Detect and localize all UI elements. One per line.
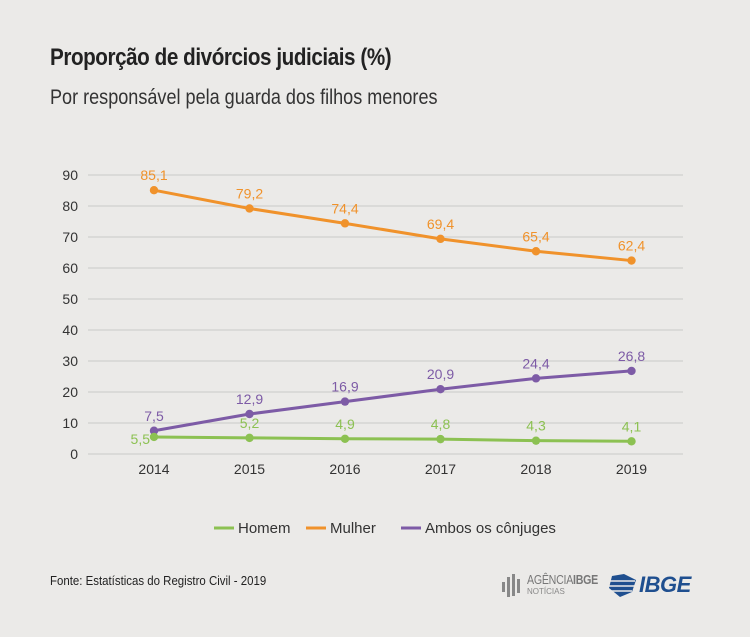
point-mulher-2015 [245, 204, 254, 213]
x-tick-2018: 2018 [520, 461, 551, 477]
point-ambos-os-conjuges-2015 [245, 409, 254, 419]
data-label-homem-2016: 4,9 [335, 416, 355, 432]
data-label-mulher-2014: 85,1 [140, 167, 167, 183]
x-tick-2019: 2019 [616, 461, 647, 477]
agencia-icon [502, 574, 520, 597]
point-ambos-os-conjuges-2018 [531, 374, 541, 383]
y-tick-60: 60 [62, 260, 78, 276]
point-mulher-2014 [149, 185, 159, 195]
series-line-ambos-os-conjuges [153, 369, 632, 433]
data-labels: 5,5 5,2 4,9 4,8 4,3 4,1 85,1 79,2 74,4 69,4 65,4 62… [131, 167, 646, 447]
series-group [149, 185, 636, 446]
legend: Homem Mulher Ambos os cônjuges [214, 520, 556, 537]
legend-label-homem: Homem [238, 520, 291, 537]
x-tick-2014: 2014 [138, 461, 169, 477]
ibge-logo: IBGE [606, 572, 701, 598]
point-mulher-2019 [627, 256, 636, 265]
data-label-ambos-os-conjuges-2016: 16,9 [331, 379, 358, 395]
series-line-homem [153, 435, 632, 443]
ibge-map-icon [608, 574, 636, 597]
point-homem-2017 [436, 434, 445, 444]
data-label-mulher-2015: 79,2 [236, 185, 263, 201]
y-tick-70: 70 [62, 229, 78, 245]
x-axis: 2014 2015 2016 2017 2018 2019 [138, 461, 647, 477]
y-tick-40: 40 [62, 322, 78, 338]
point-homem-2014 [149, 432, 159, 442]
data-label-ambos-os-conjuges-2018: 24,4 [522, 355, 549, 371]
data-label-ambos-os-conjuges-2015: 12,9 [236, 391, 263, 407]
y-tick-90: 90 [62, 167, 78, 183]
x-tick-2015: 2015 [234, 461, 265, 477]
data-label-ambos-os-conjuges-2019: 26,8 [618, 348, 645, 364]
chart-title: Proporção de divórcios judiciais (%) [50, 44, 392, 71]
agencia-prefix: AGÊNCIA [527, 573, 574, 587]
y-tick-30: 30 [62, 353, 78, 369]
data-label-homem-2019: 4,1 [622, 418, 642, 434]
point-homem-2018 [531, 436, 541, 445]
grid-lines [88, 174, 683, 455]
legend-label-ambos-os-conjuges: Ambos os cônjuges [425, 520, 556, 537]
point-ambos-os-conjuges-2017 [436, 385, 445, 394]
data-label-ambos-os-conjuges-2017: 20,9 [427, 366, 454, 382]
series-line-mulher [153, 188, 632, 263]
point-ambos-os-conjuges-2019 [627, 366, 636, 376]
legend-label-mulher: Mulher [330, 520, 376, 537]
point-homem-2019 [627, 437, 636, 446]
data-label-mulher-2016: 74,4 [331, 200, 358, 216]
point-ambos-os-conjuges-2014 [149, 426, 159, 435]
y-tick-50: 50 [62, 291, 78, 307]
source-note: Fonte: Estatísticas do Registro Civil - … [50, 573, 267, 588]
point-mulher-2017 [436, 234, 445, 244]
ibge-wordmark: IBGE [639, 572, 691, 597]
agencia-ibge-logo: AGÊNCIAIBGE NOTÍCIAS [500, 570, 600, 600]
data-label-mulher-2017: 69,4 [427, 216, 454, 232]
y-tick-20: 20 [62, 384, 78, 400]
data-label-homem-2017: 4,8 [431, 416, 451, 432]
y-tick-0: 0 [70, 446, 78, 462]
point-homem-2016 [340, 434, 350, 444]
data-label-homem-2018: 4,3 [526, 418, 546, 434]
data-label-ambos-os-conjuges-2014: 7,5 [144, 408, 164, 424]
y-tick-80: 80 [62, 198, 78, 214]
y-axis: 0 10 20 30 40 50 60 70 80 90 [62, 167, 78, 462]
data-label-mulher-2018: 65,4 [522, 228, 549, 244]
point-ambos-os-conjuges-2016 [340, 397, 350, 406]
chart-subtitle: Por responsável pela guarda dos filhos m… [50, 86, 438, 109]
data-label-homem-2015: 5,2 [240, 415, 260, 431]
x-tick-2016: 2016 [329, 461, 360, 477]
data-label-homem-2014: 5,5 [131, 431, 151, 447]
point-mulher-2018 [531, 247, 541, 256]
y-tick-10: 10 [62, 415, 78, 431]
agencia-sub: NOTÍCIAS [527, 587, 565, 596]
point-homem-2015 [245, 433, 254, 443]
point-mulher-2016 [340, 219, 350, 228]
data-label-mulher-2019: 62,4 [618, 238, 645, 254]
agencia-bold: IBGE [573, 573, 599, 587]
agencia-name: AGÊNCIAIBGE [527, 573, 598, 587]
x-tick-2017: 2017 [425, 461, 456, 477]
